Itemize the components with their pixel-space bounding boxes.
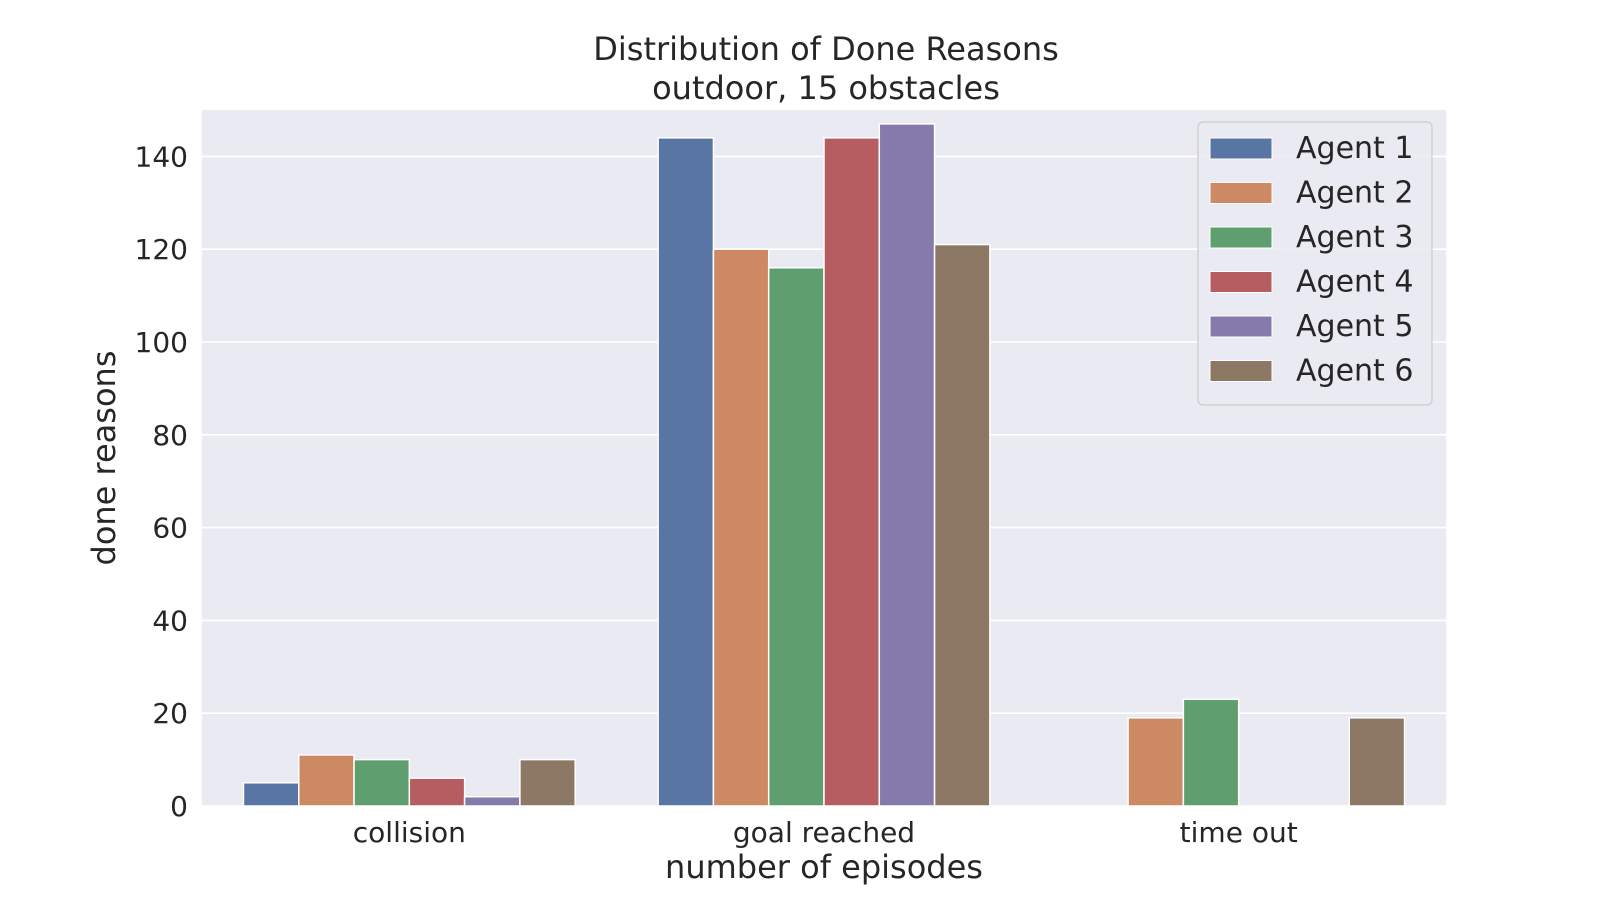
bar-time-out-agent-2	[1127, 717, 1185, 807]
legend-label: Agent 6	[1296, 354, 1413, 389]
bar-time-out-agent-3	[1182, 698, 1240, 807]
y-tick-label: 40	[152, 604, 188, 637]
legend: Agent 1 Agent 2 Agent 3 Agent 4 Agent 5 Agent…	[1197, 121, 1433, 406]
y-tick-label: 120	[135, 233, 188, 266]
x-tick-label: time out	[1180, 816, 1298, 849]
bar-time-out-agent-6	[1348, 717, 1406, 807]
bars	[242, 123, 1406, 807]
legend-swatch	[1209, 226, 1273, 249]
x-tick-label: goal reached	[733, 816, 915, 849]
y-tick-label: 0	[170, 790, 188, 823]
y-tick-label: 60	[152, 512, 188, 545]
bar-goal-reached-agent-5	[878, 123, 936, 807]
legend-swatch	[1209, 182, 1273, 204]
legend-label: Agent 3	[1296, 220, 1413, 255]
bar-collision-agent-3	[353, 758, 411, 807]
y-tick-label: 140	[135, 140, 188, 173]
bar-goal-reached-agent-2	[712, 248, 770, 807]
chart-title: Distribution of Done Reasons	[593, 30, 1059, 68]
legend-swatch	[1209, 315, 1273, 338]
x-tick-label: collision	[353, 816, 466, 849]
x-tick-labels: collision goal reached time out	[353, 816, 1298, 849]
y-tick-label: 80	[152, 419, 188, 452]
legend-swatch	[1209, 137, 1273, 160]
chart-subtitle: outdoor, 15 obstacles	[652, 69, 1000, 107]
y-tick-labels: 0 20 40 60 80 100 120 140	[135, 140, 188, 823]
y-tick-label: 100	[135, 326, 188, 359]
y-axis-label: done reasons	[85, 351, 123, 566]
bar-goal-reached-agent-4	[823, 137, 881, 807]
bar-goal-reached-agent-6	[933, 243, 991, 807]
bar-collision-agent-6	[519, 758, 576, 807]
x-axis-label: number of episodes	[665, 848, 983, 886]
legend-swatch	[1209, 271, 1273, 293]
legend-swatch	[1209, 360, 1273, 382]
bar-collision-agent-2	[298, 754, 355, 807]
bar-collision-agent-1	[242, 782, 300, 807]
y-tick-label: 20	[152, 697, 188, 730]
legend-label: Agent 1	[1296, 131, 1413, 166]
bar-collision-agent-5	[463, 795, 521, 807]
bar-collision-agent-4	[408, 777, 466, 807]
legend-label: Agent 2	[1296, 176, 1413, 211]
legend-label: Agent 4	[1296, 265, 1413, 300]
bar-goal-reached-agent-3	[767, 267, 825, 807]
legend-label: Agent 5	[1296, 309, 1413, 344]
bar-goal-reached-agent-1	[657, 137, 715, 807]
